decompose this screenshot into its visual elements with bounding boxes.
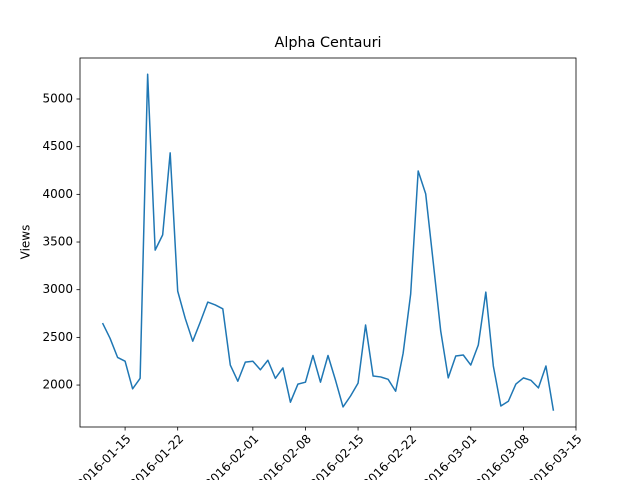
y-tick-label: 4000	[42, 187, 73, 201]
chart-title: Alpha Centauri	[274, 35, 381, 51]
y-tick-label: 4500	[42, 139, 73, 153]
y-axis-label: Views	[19, 225, 33, 260]
y-tick-label: 5000	[42, 92, 73, 106]
y-tick-label: 2000	[42, 378, 73, 392]
plot-frame	[79, 57, 577, 428]
y-tick-label: 2500	[42, 330, 73, 344]
y-tick-label: 3000	[42, 282, 73, 296]
y-tick-label: 3500	[42, 235, 73, 249]
line-series	[101, 73, 555, 411]
